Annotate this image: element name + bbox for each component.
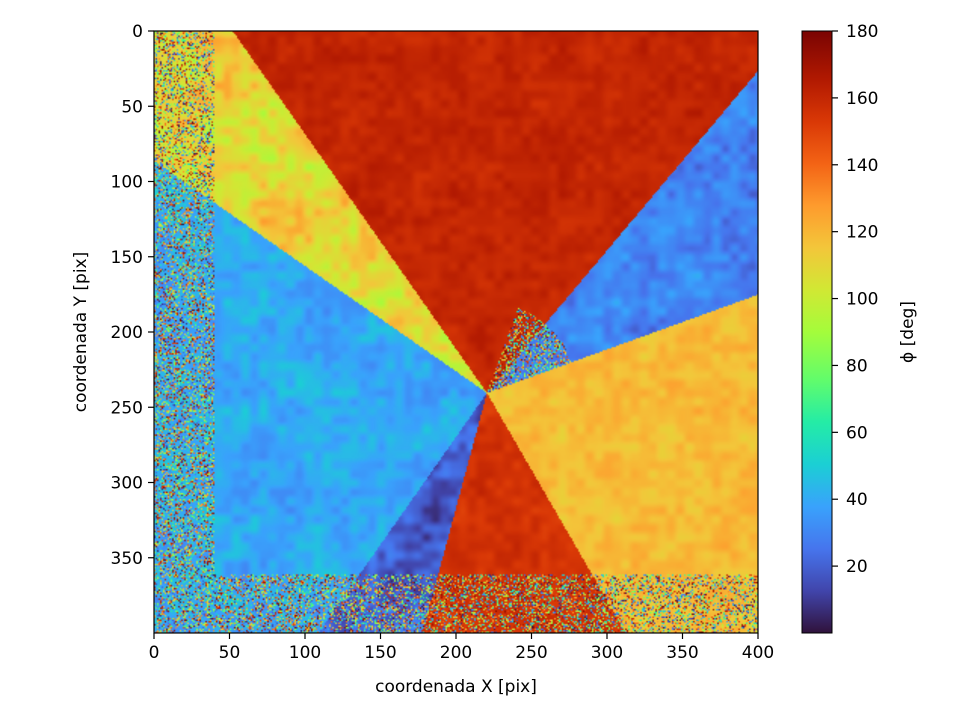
y-tick-label: 0 — [132, 22, 143, 42]
y-tick-label: 100 — [111, 173, 143, 193]
colorbar-tick-label: 20 — [846, 557, 868, 577]
y-tick-label: 300 — [111, 474, 143, 494]
x-tick-label: 400 — [742, 643, 774, 663]
y-tick-label: 50 — [121, 97, 143, 117]
x-tick-label: 0 — [149, 643, 160, 663]
x-axis-ticks: 0 50 100 150 200 250 300 350 400 — [149, 633, 774, 663]
heatmap-area — [154, 31, 758, 633]
y-axis-label: coordenada Y [pix] — [71, 252, 91, 413]
y-tick-label: 200 — [111, 323, 143, 343]
colorbar-tick-label: 180 — [846, 22, 878, 42]
colorbar-tick-label: 60 — [846, 423, 868, 443]
colorbar-tick-label: 140 — [846, 156, 878, 176]
colorbar-label: ϕ [deg] — [898, 301, 918, 363]
colorbar-tick-label: 80 — [846, 356, 868, 376]
x-tick-label: 350 — [666, 643, 698, 663]
y-tick-label: 250 — [111, 398, 143, 418]
x-tick-label: 50 — [219, 643, 241, 663]
colorbar-tick-label: 120 — [846, 223, 878, 243]
x-tick-label: 250 — [515, 643, 547, 663]
x-tick-label: 100 — [289, 643, 321, 663]
x-axis-label: coordenada X [pix] — [375, 677, 537, 697]
y-tick-label: 350 — [111, 549, 143, 569]
colorbar — [801, 30, 833, 634]
y-axis-ticks: 0 50 100 150 200 250 300 350 — [111, 22, 154, 569]
colorbar-tick-label: 40 — [846, 490, 868, 510]
x-tick-label: 300 — [591, 643, 623, 663]
y-tick-label: 150 — [111, 248, 143, 268]
colorbar-ticks: 20 40 60 80 100 120 140 160 180 — [832, 22, 878, 577]
x-tick-label: 200 — [440, 643, 472, 663]
colorbar-tick-label: 160 — [846, 89, 878, 109]
x-tick-label: 150 — [364, 643, 396, 663]
colorbar-tick-label: 100 — [846, 290, 878, 310]
heatmap-image — [154, 31, 758, 633]
